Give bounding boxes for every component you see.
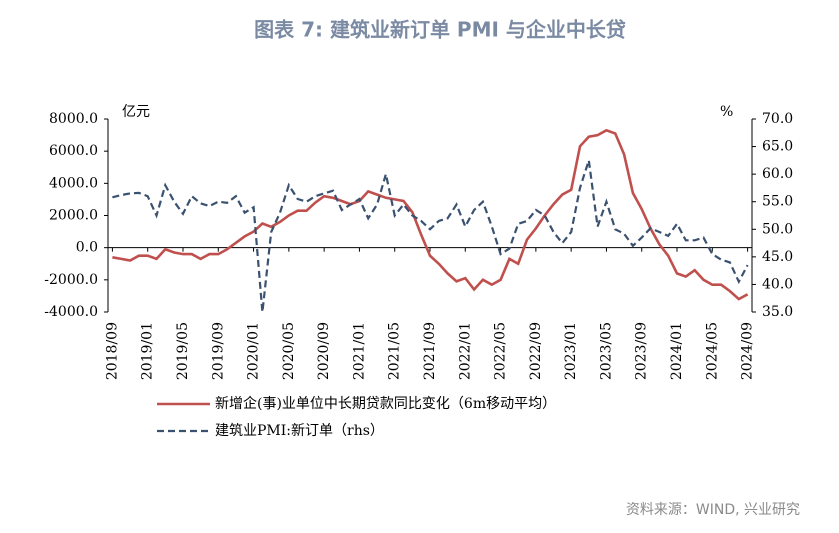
x-tick-label: 2023/05 bbox=[598, 322, 614, 380]
x-tick-label: 2019/01 bbox=[140, 322, 156, 380]
y2-tick-label: 45.0 bbox=[762, 249, 793, 265]
x-tick-label: 2022/01 bbox=[457, 322, 473, 380]
legend-label: 建筑业PMI:新订单（rhs） bbox=[215, 423, 384, 439]
y2-tick-label: 35.0 bbox=[762, 304, 793, 320]
x-tick-label: 2022/05 bbox=[493, 322, 509, 380]
x-tick-label: 2021/09 bbox=[422, 322, 438, 380]
y-tick-label: 0.0 bbox=[76, 240, 98, 256]
x-tick-label: 2018/09 bbox=[104, 322, 120, 380]
series-line bbox=[112, 160, 749, 313]
y-tick-label: -4000.0 bbox=[44, 304, 98, 320]
y2-tick-label: 55.0 bbox=[762, 194, 793, 210]
y2-tick-label: 65.0 bbox=[762, 139, 793, 155]
x-tick-label: 2023/09 bbox=[634, 322, 650, 380]
x-tick-label: 2020/09 bbox=[316, 322, 332, 380]
x-tick-label: 2024/05 bbox=[704, 322, 720, 380]
x-tick-label: 2019/09 bbox=[210, 322, 226, 380]
y-tick-label: 8000.0 bbox=[49, 111, 98, 127]
x-tick-label: 2024/09 bbox=[740, 322, 756, 380]
y2-tick-label: 50.0 bbox=[762, 221, 793, 237]
x-tick-label: 2020/01 bbox=[246, 322, 262, 380]
y-tick-label: 6000.0 bbox=[49, 143, 98, 159]
x-tick-label: 2023/01 bbox=[563, 322, 579, 380]
y-tick-label: 4000.0 bbox=[49, 175, 98, 191]
y2-tick-label: 60.0 bbox=[762, 166, 793, 182]
series-line bbox=[112, 128, 749, 301]
x-tick-label: 2024/01 bbox=[669, 322, 685, 380]
y-tick-label: 2000.0 bbox=[49, 208, 98, 224]
y2-unit: % bbox=[720, 104, 733, 120]
x-tick-label: 2021/05 bbox=[387, 322, 403, 380]
x-tick-label: 2021/01 bbox=[351, 322, 367, 380]
chart-title: 图表 7: 建筑业新订单 PMI 与企业中长贷 bbox=[254, 18, 626, 42]
x-tick-label: 2020/05 bbox=[281, 322, 297, 380]
y2-tick-label: 70.0 bbox=[762, 111, 793, 127]
y-tick-label: -2000.0 bbox=[44, 272, 98, 288]
x-tick-label: 2022/09 bbox=[528, 322, 544, 380]
legend-label: 新增企(事)业单位中长期贷款同比变化（6m移动平均） bbox=[215, 395, 556, 412]
y2-tick-label: 40.0 bbox=[762, 276, 793, 292]
y-unit: 亿元 bbox=[122, 104, 150, 120]
source: 资料来源：WIND, 兴业研究 bbox=[626, 502, 800, 518]
x-tick-label: 2019/05 bbox=[175, 322, 191, 380]
